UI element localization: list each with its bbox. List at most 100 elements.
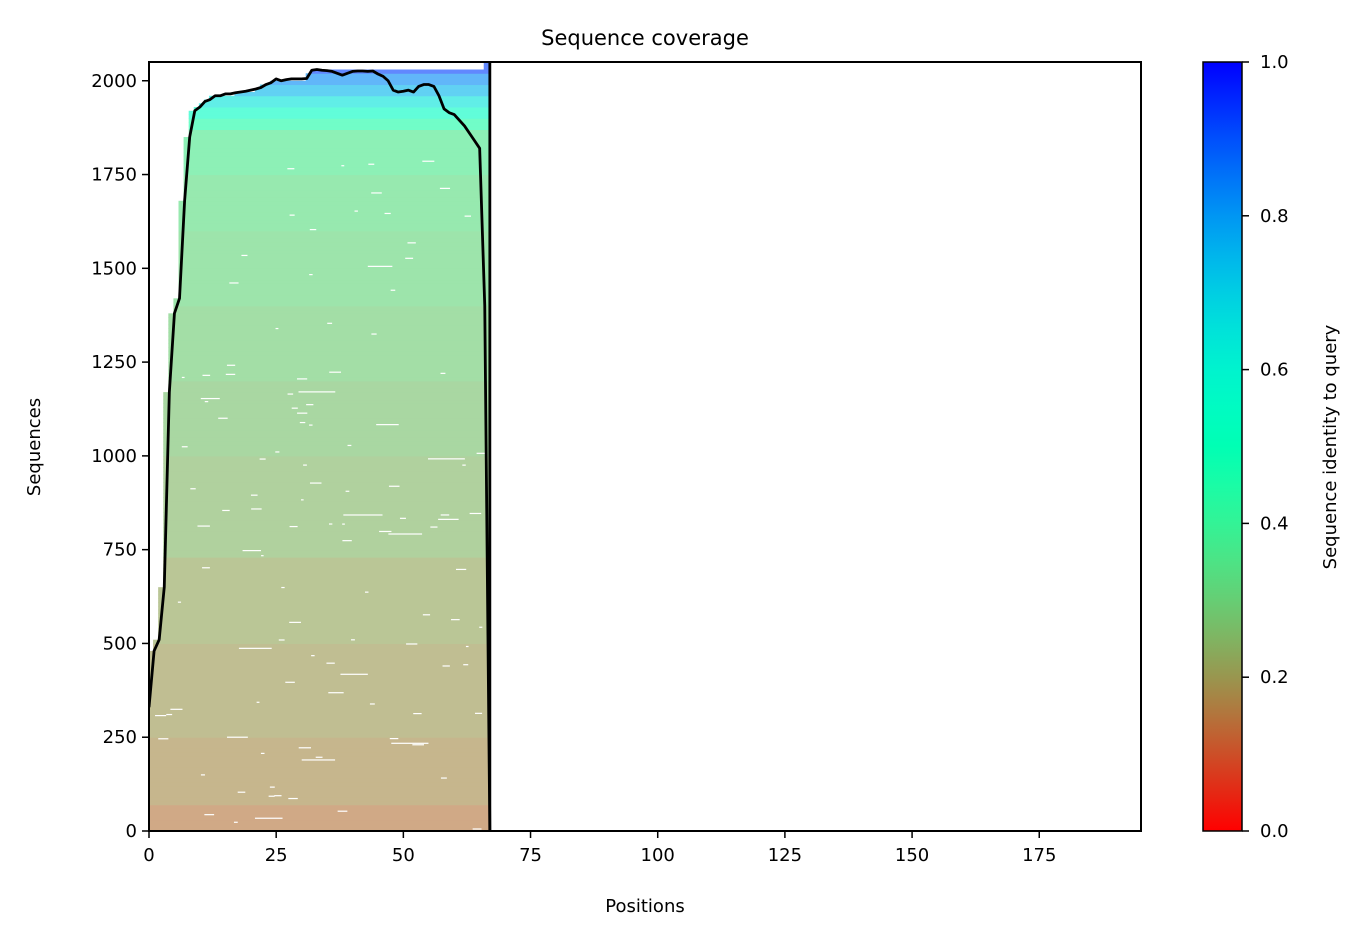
heatmap-cell [163,560,490,566]
heatmap-cell [163,538,490,543]
heatmap-cell [270,80,490,86]
heatmap-cell [183,163,490,168]
heatmap-cell [193,107,490,112]
coverage-gap [166,713,173,716]
heatmap-cell [168,332,490,337]
heatmap-cell [168,369,490,374]
heatmap-cell [163,575,490,581]
heatmap-cell [149,752,490,757]
heatmap-cell [163,452,490,457]
coverage-gap [281,586,285,589]
y-tick-label: 0 [126,821,137,842]
heatmap-cell [178,268,490,273]
coverage-gap [469,512,482,515]
heatmap-cell [163,474,490,479]
coverage-gap [315,756,323,758]
heatmap-cell [149,684,490,689]
coverage-gap [413,712,422,715]
coverage-gap [181,446,188,448]
y-tick-label: 750 [103,540,137,561]
heatmap-cell [163,534,490,539]
heatmap-cell [168,350,490,356]
heatmap-cell [183,193,490,198]
heatmap-cell [178,260,490,266]
coverage-gap [342,540,352,542]
coverage-gap [379,530,392,533]
coverage-gap [287,168,295,170]
coverage-gap [250,494,258,496]
heatmap-cell [149,703,490,708]
heatmap-cell [149,722,490,727]
heatmap-cell [168,362,490,367]
heatmap-cell [163,463,490,468]
coverage-gap [451,619,460,621]
coverage-gap [391,742,429,744]
chart-title: Sequence coverage [541,26,749,50]
coverage-gap [204,401,209,403]
heatmap-cell [158,628,490,633]
coverage-gap [328,523,333,525]
coverage-gap [297,412,308,414]
heatmap-cell [149,827,490,831]
coverage-heatmap [149,62,490,831]
coverage-gap [364,591,369,593]
coverage-gap [341,165,345,167]
coverage-gap [303,464,307,466]
coverage-gap [388,485,400,487]
coverage-gap [259,458,266,460]
heatmap-cell [163,583,490,588]
heatmap-cell [163,403,490,408]
heatmap-cell [178,242,490,247]
heatmap-cell [254,88,490,93]
coverage-gap [438,518,459,520]
heatmap-cell [149,804,490,809]
coverage-gap [298,391,336,393]
heatmap-cell [163,542,490,547]
heatmap-cell [149,680,490,686]
coverage-gap [274,795,282,797]
heatmap-cell [163,437,490,442]
coverage-gap [299,421,306,424]
coverage-gap [440,777,447,779]
coverage-gap [297,378,308,380]
heatmap-cell [149,699,490,704]
heatmap-cell [149,725,490,731]
heatmap-cell [163,504,490,509]
coverage-gap [190,488,196,490]
heatmap-cell [183,174,490,179]
heatmap-cell [163,489,490,494]
coverage-line [149,68,492,831]
heatmap-cell [168,313,490,318]
heatmap-cell [168,317,490,322]
heatmap-cell [178,219,490,224]
heatmap-cell [149,819,490,824]
coverage-gap [389,737,399,740]
x-tick-label: 0 [143,845,154,866]
colorbar-tick-label: 0.0 [1260,821,1289,842]
colorbar [1202,61,1243,832]
heatmap-cell [168,373,490,378]
heatmap-cell [158,624,490,629]
x-tick-label: 50 [392,845,415,866]
heatmap-cell [183,185,490,191]
heatmap-cell [188,118,490,123]
coverage-gap [343,514,383,516]
heatmap-cell [149,654,490,659]
coverage-gap [407,242,416,244]
heatmap-cell [188,110,490,116]
heatmap-cell [149,692,490,697]
heatmap-cell [178,272,490,277]
heatmap-cell [149,793,490,798]
heatmap-cell [163,508,490,513]
heatmap-cell [178,294,490,299]
heatmap-cell [149,797,490,802]
coverage-gap [479,626,483,628]
x-tick-label: 100 [641,845,675,866]
coverage-gap [440,372,446,374]
heatmap-cell [163,407,490,412]
heatmap-cell [149,707,490,712]
heatmap-cell [178,208,490,213]
coverage-gap [474,712,483,714]
coverage-gap [301,759,336,761]
